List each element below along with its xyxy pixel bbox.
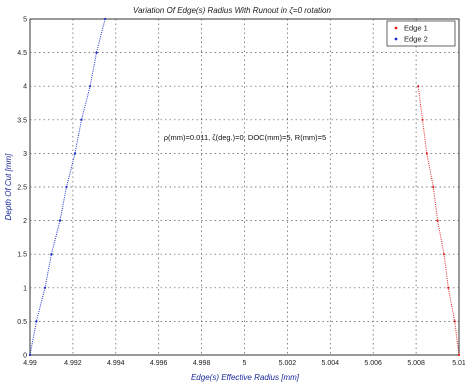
data-point-edge-1: [417, 85, 420, 88]
y-tick-label: 2: [23, 218, 27, 225]
legend-entry-edge-2: Edge 2: [404, 35, 428, 44]
data-point-edge-2: [80, 118, 83, 121]
y-tick-label: 2.5: [17, 185, 27, 192]
data-point-edge-1: [442, 253, 446, 256]
x-tick-label: 4.996: [150, 360, 168, 367]
x-tick-label: 4.998: [193, 360, 211, 367]
y-tick-label: 5: [23, 17, 27, 24]
data-point-edge-1: [453, 320, 456, 323]
grid-lines: [30, 19, 459, 355]
x-axis-label: Edge(s) Effective Radius [mm]: [191, 373, 300, 382]
data-point-edge-2: [58, 219, 62, 222]
x-tick-label: 4.992: [64, 360, 82, 367]
data-point-edge-1: [425, 152, 428, 155]
y-tick-label: 4: [23, 84, 27, 91]
data-point-edge-1: [436, 219, 439, 222]
data-point-edge-2: [103, 17, 107, 21]
y-tick-label: 1.5: [17, 252, 27, 259]
series-line-edge-1: [417, 86, 460, 356]
x-tick-label: 4.994: [107, 360, 125, 367]
y-tick-label: 0: [23, 353, 27, 360]
legend: Edge 1 Edge 2: [386, 20, 456, 47]
data-point-edge-2: [95, 51, 98, 54]
x-tick-labels: 4.99 4.992 4.994 4.996 4.998 5 5.002 5.004 5.006…: [23, 360, 465, 367]
data-point-edge-2: [43, 286, 47, 289]
y-axis-label: Depth Of Cut [mm]: [4, 153, 13, 220]
x-tick-label: 5.004: [322, 360, 340, 367]
y-tick-label: 1: [23, 285, 27, 292]
series-group: [28, 17, 461, 357]
data-point-edge-2: [73, 152, 77, 155]
legend-entry-edge-1: Edge 1: [404, 24, 428, 33]
y-tick-label: 0.5: [17, 319, 27, 326]
chart-title: Variation Of Edge(s) Radius With Runout …: [133, 6, 331, 15]
legend-marker-edge-1: [394, 26, 398, 30]
x-tick-label: 5.006: [364, 360, 382, 367]
y-tick-labels: 0 0.5 1 1.5 2 2.5 3 3.5 4 4.5 5: [17, 17, 27, 360]
data-point-edge-1: [447, 286, 450, 289]
data-point-edge-1: [432, 185, 435, 189]
x-tick-label: 4.99: [23, 360, 37, 367]
data-point-edge-2: [28, 353, 32, 357]
y-tick-label: 3: [23, 151, 27, 158]
data-point-edge-2: [88, 85, 92, 88]
legend-box: [386, 20, 456, 47]
x-tick-label: 5.002: [279, 360, 297, 367]
x-tick-label: 5.008: [407, 360, 425, 367]
data-point-edge-2: [35, 320, 38, 323]
x-tick-label: 5.01: [452, 360, 465, 367]
data-point-edge-1: [421, 118, 424, 121]
data-point-edge-1: [457, 353, 461, 357]
legend-marker-edge-2: [394, 37, 398, 41]
y-tick-label: 3.5: [17, 117, 27, 124]
data-point-edge-2: [50, 253, 53, 256]
chart-annotation: ρ(mm)=0.011, ζ(deg.)=0, DOC(mm)=5, R(mm)…: [164, 133, 326, 142]
x-tick-label: 5: [243, 360, 247, 367]
data-point-edge-2: [65, 185, 68, 189]
y-tick-label: 4.5: [17, 50, 27, 57]
